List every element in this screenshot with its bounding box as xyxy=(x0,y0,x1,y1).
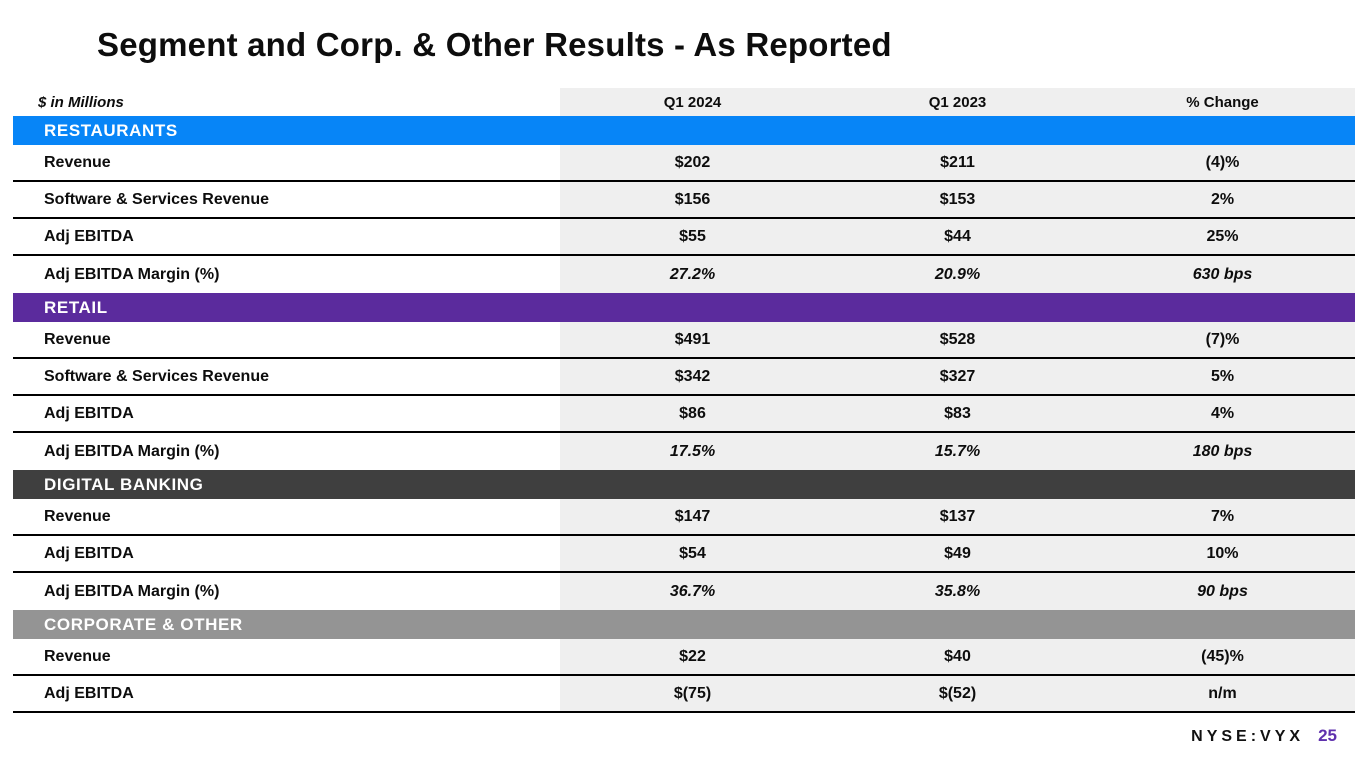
row-value: 17.5% xyxy=(560,433,825,470)
row-value: (45)% xyxy=(1090,639,1355,674)
footer: NYSE:VYX 25 xyxy=(1191,726,1337,746)
column-header-pct-change: % Change xyxy=(1090,88,1355,116)
page-title: Segment and Corp. & Other Results - As R… xyxy=(97,26,892,63)
section-corporate-other: CORPORATE & OTHER Revenue $22 $40 (45)% Adj E… xyxy=(13,610,1355,713)
table-row: Adj EBITDA Margin (%) 27.2% 20.9% 630 bps xyxy=(13,256,1355,293)
row-value: $54 xyxy=(560,536,825,571)
section-retail: RETAIL Revenue $491 $528 (7)% Software & Serv… xyxy=(13,293,1355,470)
row-value: $(75) xyxy=(560,676,825,711)
row-label: Revenue xyxy=(13,499,560,534)
row-value: $528 xyxy=(825,322,1090,357)
row-label: Revenue xyxy=(13,145,560,180)
row-value: $44 xyxy=(825,219,1090,254)
section-digital-banking: DIGITAL BANKING Revenue $147 $137 7% Adj EBIT… xyxy=(13,470,1355,610)
row-value: $342 xyxy=(560,359,825,394)
row-value: $327 xyxy=(825,359,1090,394)
units-label: $ in Millions xyxy=(13,88,560,116)
row-value: $49 xyxy=(825,536,1090,571)
row-label: Adj EBITDA xyxy=(13,536,560,571)
row-value: 35.8% xyxy=(825,573,1090,610)
row-value: 90 bps xyxy=(1090,573,1355,610)
row-value: 10% xyxy=(1090,536,1355,571)
section-header: DIGITAL BANKING xyxy=(13,470,1355,499)
row-value: 630 bps xyxy=(1090,256,1355,293)
row-value: 4% xyxy=(1090,396,1355,431)
table-row: Adj EBITDA $(75) $(52) n/m xyxy=(13,676,1355,713)
section-header: CORPORATE & OTHER xyxy=(13,610,1355,639)
row-value: 7% xyxy=(1090,499,1355,534)
row-label: Adj EBITDA xyxy=(13,396,560,431)
row-value: $491 xyxy=(560,322,825,357)
table-header-row: $ in Millions Q1 2024 Q1 2023 % Change xyxy=(13,88,1355,116)
column-header-q1-2023: Q1 2023 xyxy=(825,88,1090,116)
row-value: $153 xyxy=(825,182,1090,217)
row-value: 27.2% xyxy=(560,256,825,293)
row-value: n/m xyxy=(1090,676,1355,711)
row-value: $86 xyxy=(560,396,825,431)
row-value: $(52) xyxy=(825,676,1090,711)
row-value: 36.7% xyxy=(560,573,825,610)
section-restaurants: RESTAURANTS Revenue $202 $211 (4)% Software &… xyxy=(13,116,1355,293)
row-value: $83 xyxy=(825,396,1090,431)
row-value: $202 xyxy=(560,145,825,180)
section-header: RESTAURANTS xyxy=(13,116,1355,145)
row-value: $22 xyxy=(560,639,825,674)
column-header-q1-2024: Q1 2024 xyxy=(560,88,825,116)
row-label: Revenue xyxy=(13,639,560,674)
row-value: 2% xyxy=(1090,182,1355,217)
row-label: Revenue xyxy=(13,322,560,357)
row-label: Software & Services Revenue xyxy=(13,359,560,394)
table-row: Revenue $147 $137 7% xyxy=(13,499,1355,536)
table-row: Software & Services Revenue $156 $153 2% xyxy=(13,182,1355,219)
table-row: Adj EBITDA $55 $44 25% xyxy=(13,219,1355,256)
row-label: Adj EBITDA xyxy=(13,676,560,711)
table-row: Software & Services Revenue $342 $327 5% xyxy=(13,359,1355,396)
row-value: $137 xyxy=(825,499,1090,534)
row-label: Software & Services Revenue xyxy=(13,182,560,217)
row-value: 25% xyxy=(1090,219,1355,254)
section-header: RETAIL xyxy=(13,293,1355,322)
table-row: Revenue $491 $528 (7)% xyxy=(13,322,1355,359)
row-value: (7)% xyxy=(1090,322,1355,357)
row-value: 180 bps xyxy=(1090,433,1355,470)
table-row: Adj EBITDA $86 $83 4% xyxy=(13,396,1355,433)
row-value: 15.7% xyxy=(825,433,1090,470)
table-row: Revenue $22 $40 (45)% xyxy=(13,639,1355,676)
row-label: Adj EBITDA Margin (%) xyxy=(13,256,560,293)
results-table: $ in Millions Q1 2024 Q1 2023 % Change R… xyxy=(13,88,1355,713)
row-value: 20.9% xyxy=(825,256,1090,293)
row-label: Adj EBITDA Margin (%) xyxy=(13,433,560,470)
ticker-label: NYSE:VYX xyxy=(1191,728,1305,745)
table-row: Revenue $202 $211 (4)% xyxy=(13,145,1355,182)
row-value: $147 xyxy=(560,499,825,534)
row-value: $156 xyxy=(560,182,825,217)
row-value: 5% xyxy=(1090,359,1355,394)
row-value: $55 xyxy=(560,219,825,254)
row-label: Adj EBITDA xyxy=(13,219,560,254)
row-label: Adj EBITDA Margin (%) xyxy=(13,573,560,610)
page-number: 25 xyxy=(1318,726,1337,745)
row-value: $40 xyxy=(825,639,1090,674)
row-value: $211 xyxy=(825,145,1090,180)
table-row: Adj EBITDA $54 $49 10% xyxy=(13,536,1355,573)
table-row: Adj EBITDA Margin (%) 17.5% 15.7% 180 bps xyxy=(13,433,1355,470)
row-value: (4)% xyxy=(1090,145,1355,180)
table-row: Adj EBITDA Margin (%) 36.7% 35.8% 90 bps xyxy=(13,573,1355,610)
